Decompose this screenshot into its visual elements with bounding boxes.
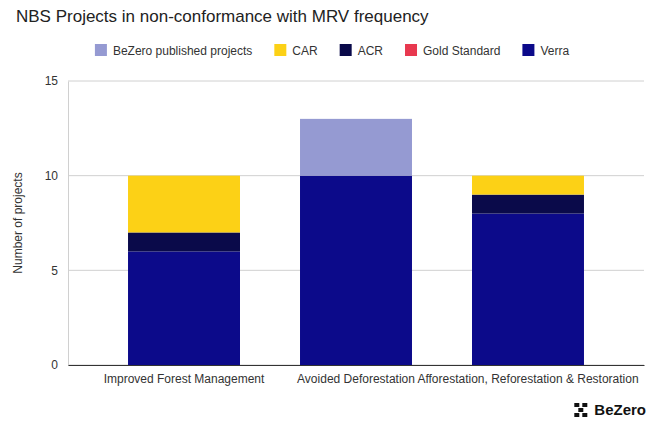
x-axis: Improved Forest Management Avoided Defore… bbox=[69, 365, 645, 386]
y-tick: 0 bbox=[51, 358, 68, 372]
legend-label: CAR bbox=[292, 44, 318, 58]
logo-icon bbox=[574, 403, 579, 407]
y-tick-label: 0 bbox=[51, 358, 58, 372]
legend-label: Verra bbox=[540, 44, 569, 58]
bars bbox=[128, 119, 584, 365]
y-tick: 5 bbox=[51, 264, 68, 278]
bar-segment bbox=[472, 175, 584, 176]
x-tick: Improved Forest Management bbox=[104, 365, 265, 386]
x-tick: Avoided Deforestation bbox=[297, 365, 415, 386]
legend-label: Gold Standard bbox=[423, 44, 500, 58]
logo-icon bbox=[582, 403, 587, 407]
logo-icon bbox=[582, 413, 587, 417]
legend-label: BeZero published projects bbox=[113, 44, 252, 58]
legend-swatch bbox=[405, 44, 417, 56]
x-axis-line bbox=[69, 365, 645, 366]
legend-item: Verra bbox=[522, 44, 569, 58]
legend-item: Gold Standard bbox=[405, 44, 500, 58]
grid bbox=[68, 81, 644, 365]
y-tick-label: 15 bbox=[45, 74, 59, 88]
y-tick-label: 10 bbox=[45, 169, 59, 183]
bar-segment bbox=[472, 176, 584, 195]
y-axis: 0 5 10 15 bbox=[45, 74, 69, 372]
legend-swatch bbox=[340, 44, 352, 56]
bar-segment bbox=[300, 119, 412, 176]
x-tick-label: Avoided Deforestation bbox=[297, 372, 415, 386]
legend-swatch bbox=[95, 44, 107, 56]
logo-icon bbox=[574, 413, 579, 417]
bar-segment bbox=[128, 251, 240, 365]
legend-item: CAR bbox=[274, 44, 318, 58]
logo-text: BeZero bbox=[594, 401, 646, 418]
y-tick: 10 bbox=[45, 169, 68, 183]
legend-swatch bbox=[522, 44, 534, 56]
legend-swatch bbox=[274, 44, 286, 56]
legend-label: ACR bbox=[358, 44, 384, 58]
bar-segment bbox=[300, 176, 412, 365]
bar-segment bbox=[128, 232, 240, 251]
x-tick: Afforestation, Reforestation & Restorati… bbox=[417, 365, 638, 386]
x-tick-label: Afforestation, Reforestation & Restorati… bbox=[417, 372, 638, 386]
y-tick: 15 bbox=[45, 74, 68, 88]
y-axis-title: Number of projects bbox=[11, 172, 25, 273]
bar-segment bbox=[128, 176, 240, 233]
legend-item: BeZero published projects bbox=[95, 44, 252, 58]
grid-line bbox=[68, 81, 644, 82]
y-tick-label: 5 bbox=[51, 264, 58, 278]
bar-segment bbox=[472, 195, 584, 214]
logo: BeZero bbox=[574, 401, 646, 418]
bar-segment bbox=[472, 214, 584, 365]
legend: BeZero published projects CAR ACR Gold Stan… bbox=[95, 44, 570, 58]
bar-segment bbox=[128, 175, 240, 176]
legend-item: ACR bbox=[340, 44, 384, 58]
y-axis-line bbox=[68, 82, 69, 366]
chart-title: NBS Projects in non-conformance with MRV… bbox=[16, 7, 429, 26]
logo-icon bbox=[578, 408, 583, 412]
x-tick-label: Improved Forest Management bbox=[104, 372, 265, 386]
